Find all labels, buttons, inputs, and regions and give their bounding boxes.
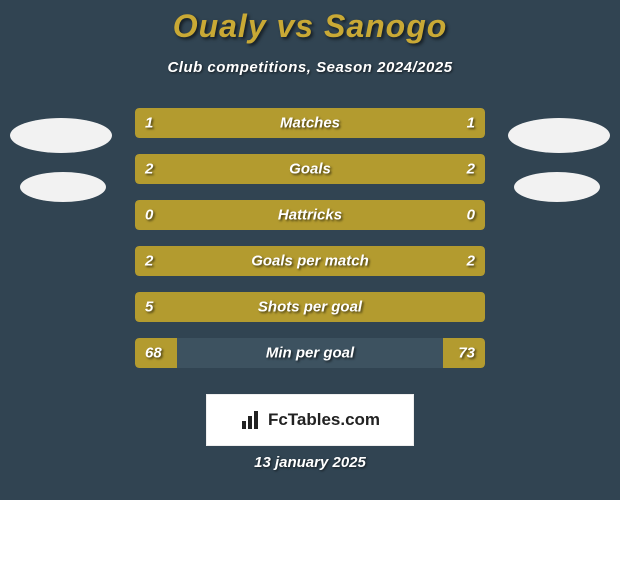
stat-row: Hattricks00 [135, 200, 485, 230]
bar-right [443, 338, 485, 368]
date-label: 13 january 2025 [0, 454, 620, 471]
stats-container: Matches11 Goals22 Hattricks00 Goals per mat… [0, 108, 620, 368]
stat-row: Matches11 [135, 108, 485, 138]
logo-text: FcTables.com [268, 410, 380, 430]
bar-right [310, 108, 485, 138]
bar-right [310, 154, 485, 184]
stat-row: Goals22 [135, 154, 485, 184]
bar-right [310, 246, 485, 276]
bar-left [135, 338, 177, 368]
page-title: Oualy vs Sanogo [0, 8, 620, 45]
stat-row: Shots per goal5 [135, 292, 485, 322]
comparison-card: Oualy vs Sanogo Club competitions, Seaso… [0, 0, 620, 500]
stat-row: Goals per match22 [135, 246, 485, 276]
bar-right [310, 200, 485, 230]
bar-left [135, 246, 310, 276]
fctables-logo-badge: FcTables.com [206, 394, 414, 446]
bar-left [135, 108, 310, 138]
bars-icon [240, 409, 262, 431]
stat-row: Min per goal6873 [135, 338, 485, 368]
bar-left [135, 154, 310, 184]
bar-track [177, 338, 443, 368]
bar-left [135, 200, 310, 230]
subtitle: Club competitions, Season 2024/2025 [0, 59, 620, 76]
bar-left [135, 292, 485, 322]
